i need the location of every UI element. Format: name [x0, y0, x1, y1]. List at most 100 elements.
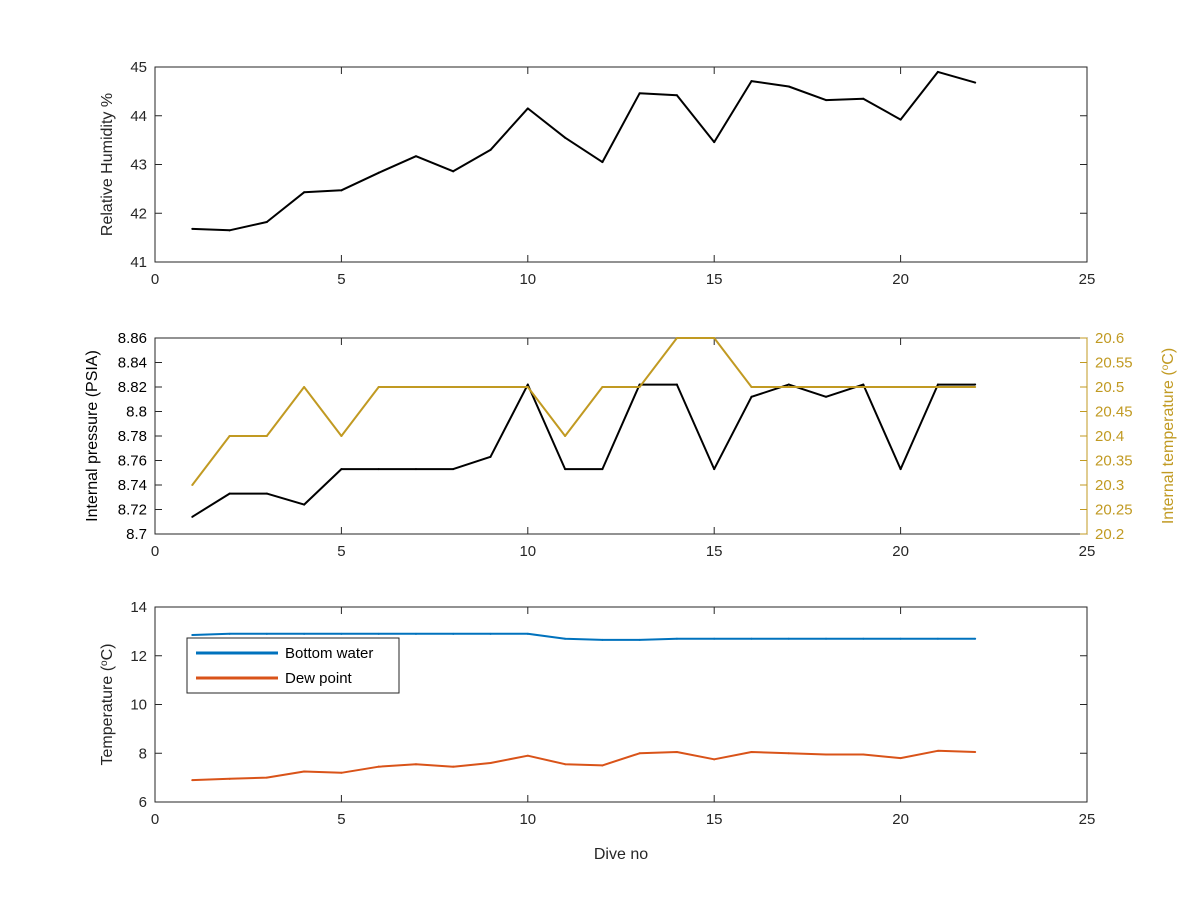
data-point	[899, 757, 902, 760]
y-axis-label-right: Internal temperature (oC)	[1160, 348, 1178, 524]
y-tick-label: 8.82	[118, 379, 147, 396]
data-point	[377, 765, 380, 768]
y-tick-label-right: 20.4	[1095, 428, 1124, 445]
data-point	[862, 383, 865, 386]
data-point	[638, 752, 641, 755]
y-tick-label: 42	[130, 205, 147, 222]
data-point	[862, 386, 865, 388]
data-point	[601, 386, 604, 388]
series-line	[192, 749, 976, 782]
data-point	[489, 762, 492, 764]
x-tick-label: 15	[706, 543, 723, 560]
subplot-3: 0 5 10 15 20 25 6 8 10 12 14 Temperature (oC) Dive n…	[99, 599, 1096, 863]
data-point	[936, 749, 939, 752]
data-point	[974, 386, 977, 388]
y-axis-label: Temperature (oC)	[99, 643, 117, 765]
data-point	[303, 632, 306, 635]
data-point	[303, 503, 306, 506]
y-tick-label: 6	[139, 794, 147, 811]
y-tick-label: 43	[130, 157, 147, 174]
data-point	[638, 386, 641, 388]
data-point	[414, 386, 417, 388]
data-point	[452, 765, 455, 768]
data-point	[265, 776, 268, 779]
data-point	[489, 455, 492, 458]
y-tick-label: 45	[130, 59, 147, 76]
x-tick-label: 15	[706, 271, 723, 288]
data-point	[452, 468, 455, 471]
x-tick-label: 0	[151, 811, 159, 828]
plot-area	[154, 337, 1088, 535]
data-point	[825, 753, 828, 756]
y-tick-label: 14	[130, 599, 147, 616]
data-point	[675, 637, 678, 640]
data-point	[601, 161, 604, 164]
y-tick-label-right: 20.5	[1095, 379, 1124, 396]
y-tick-label-right: 20.55	[1095, 355, 1133, 372]
x-tick-label: 10	[519, 271, 536, 288]
data-point	[191, 515, 194, 518]
data-point	[191, 634, 194, 637]
y-tick-label: 12	[130, 648, 147, 665]
series-1	[191, 70, 977, 232]
data-point	[414, 632, 417, 635]
data-point	[564, 763, 567, 766]
series-line	[192, 70, 976, 232]
data-point	[638, 92, 641, 95]
y-tick-label: 8.74	[118, 477, 147, 494]
x-tick-label: 0	[151, 543, 159, 560]
y-tick-label-right: 20.35	[1095, 453, 1133, 470]
data-point	[936, 386, 939, 388]
y-tick-label-right: 20.6	[1095, 330, 1124, 347]
data-point	[377, 386, 380, 388]
data-point	[340, 771, 343, 774]
y-tick-label-right: 20.25	[1095, 502, 1133, 519]
data-point	[675, 337, 678, 339]
y-axis-label: Internal pressure (PSIA)	[84, 350, 101, 522]
data-point	[825, 386, 828, 388]
data-point	[228, 492, 231, 495]
data-point	[526, 107, 529, 110]
data-point	[750, 637, 753, 640]
series-1	[191, 632, 977, 641]
data-point	[936, 70, 939, 73]
y-tick-label-right: 20.45	[1095, 404, 1133, 421]
data-point	[564, 136, 567, 139]
data-point	[601, 764, 604, 767]
data-point	[713, 468, 716, 471]
data-point	[526, 383, 529, 386]
y-tick-label: 8.72	[118, 502, 147, 519]
subplot-1: 0 5 10 15 20 25 41 42 43 44 45 Relative Humidity %	[99, 59, 1095, 288]
data-point	[526, 754, 529, 757]
y-tick-label: 8.7	[126, 526, 147, 543]
data-point	[489, 632, 492, 635]
legend-label: Bottom water	[285, 645, 373, 662]
y-tick-label: 44	[130, 108, 147, 125]
x-tick-label: 5	[337, 543, 345, 560]
data-point	[713, 337, 716, 339]
data-point	[340, 435, 343, 437]
data-point	[228, 435, 231, 437]
data-point	[825, 637, 828, 640]
data-point	[191, 484, 194, 486]
data-point	[974, 383, 977, 386]
data-point	[489, 148, 492, 151]
data-point	[526, 632, 529, 635]
y-tick-label-right: 20.3	[1095, 477, 1124, 494]
y-tick-label: 8.86	[118, 330, 147, 347]
data-point	[825, 395, 828, 398]
data-point	[564, 637, 567, 640]
data-point	[265, 492, 268, 495]
data-point	[340, 189, 343, 192]
data-point	[564, 435, 567, 437]
data-point	[414, 763, 417, 766]
series-line	[191, 337, 976, 486]
x-axis-label: Dive no	[594, 846, 648, 863]
data-point	[862, 97, 865, 100]
data-point	[526, 386, 529, 388]
y-axis-label: Relative Humidity %	[99, 93, 116, 236]
data-point	[452, 632, 455, 635]
data-point	[377, 632, 380, 635]
x-tick-label: 25	[1079, 271, 1096, 288]
